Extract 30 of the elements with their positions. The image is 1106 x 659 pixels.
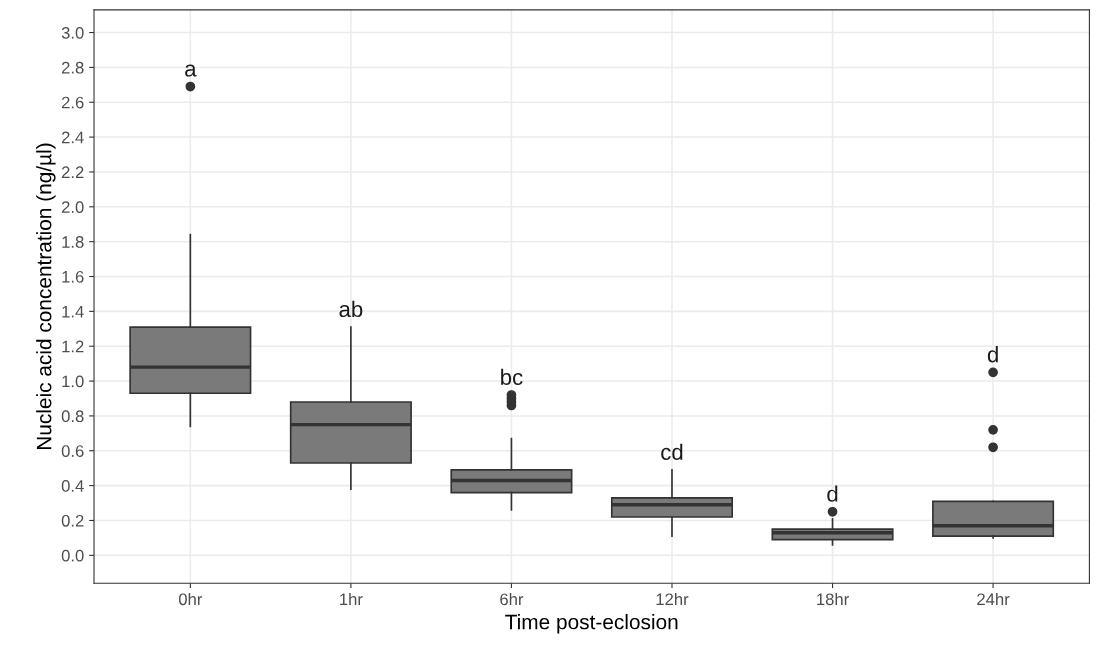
annotation: cd: [661, 443, 683, 460]
x-axis-title: Time post-eclosion: [505, 614, 678, 634]
y-tick-label: 2.4: [61, 131, 84, 144]
x-tick-label: 18hr: [817, 592, 849, 606]
y-tick-label: 2.8: [61, 61, 84, 74]
y-tick-label: 0.8: [61, 410, 84, 423]
x-tick-label: 1hr: [340, 592, 363, 606]
x-tick-label: 0hr: [178, 592, 203, 606]
y-tick-label: 0.4: [61, 480, 84, 492]
y-tick-label: 3.0: [61, 26, 84, 39]
y-tick-label: 2.6: [61, 96, 84, 109]
annotation: a: [185, 64, 197, 77]
x-tick-label: 6hr: [500, 592, 524, 606]
y-tick-label: 1.2: [62, 340, 84, 353]
y-tick-label: 2.0: [61, 201, 84, 214]
y-tick-label: 1.8: [62, 236, 84, 248]
y-tick-label: 1.6: [62, 270, 84, 283]
annotation: ab: [339, 300, 363, 318]
annotation: d: [827, 485, 838, 502]
annotation: d: [987, 346, 998, 363]
y-axis-title: Nucleic acid concentration (ng/µl): [36, 143, 56, 450]
y-tick-label: 0.0: [61, 549, 84, 562]
annotation: bc: [501, 368, 523, 386]
y-tick-label: 1.0: [62, 375, 84, 388]
y-tick-label: 1.4: [62, 305, 84, 318]
y-tick-label: 0.2: [61, 514, 84, 527]
x-tick-label: 12hr: [656, 592, 689, 606]
y-tick-label: 2.2: [61, 166, 84, 178]
x-tick-label: 24hr: [977, 592, 1010, 606]
y-tick-label: 0.6: [61, 445, 84, 457]
